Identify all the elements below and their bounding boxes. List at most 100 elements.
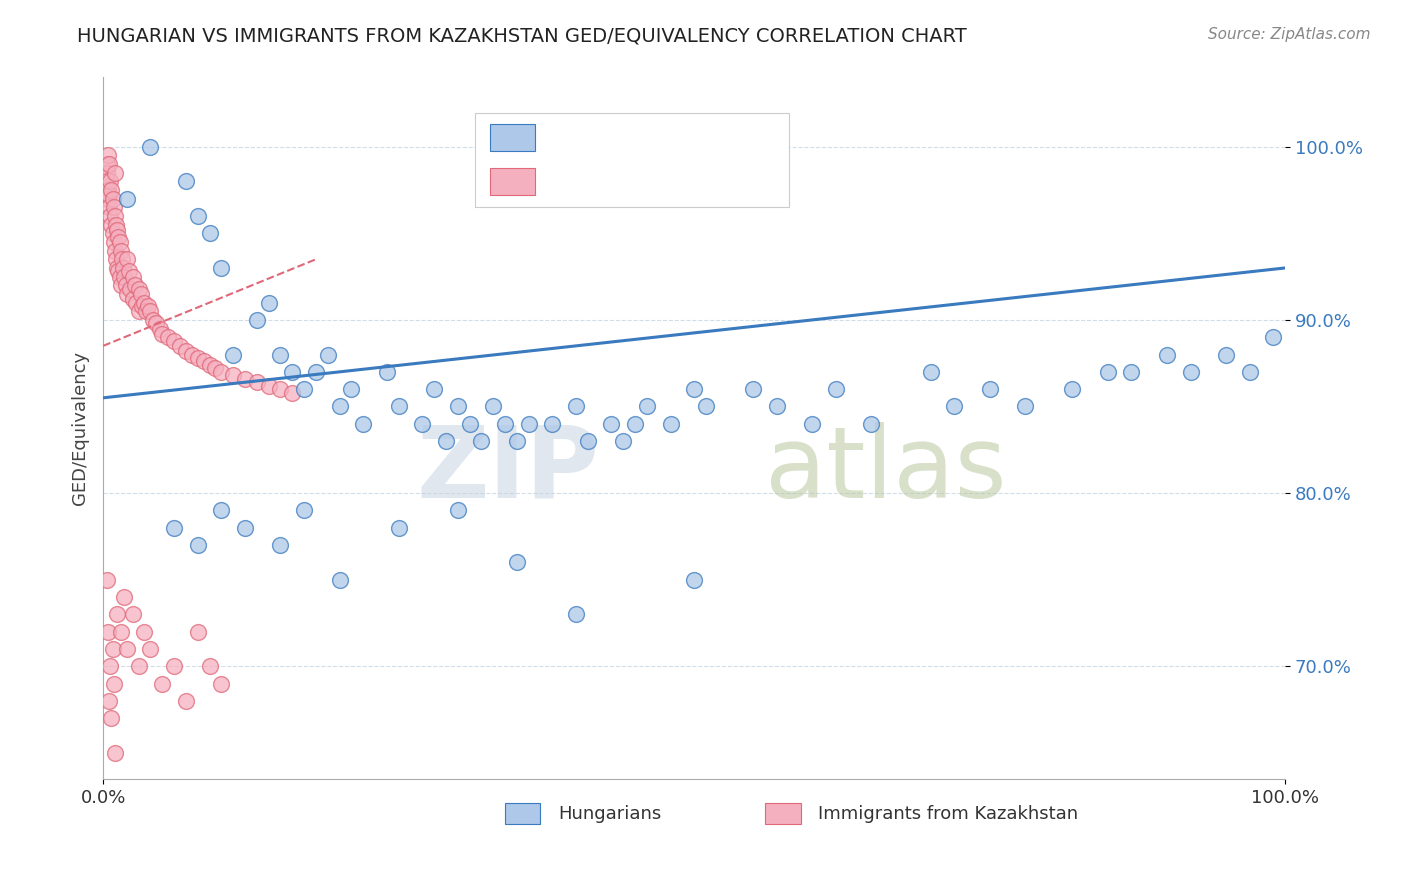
Point — [121, 269, 143, 284]
Point — [565, 607, 588, 622]
Point — [103, 235, 125, 249]
Point — [209, 676, 232, 690]
Point — [174, 174, 197, 188]
Point — [683, 573, 706, 587]
Point — [121, 607, 143, 622]
Point — [423, 382, 446, 396]
Point — [107, 264, 129, 278]
Point — [110, 624, 132, 639]
Point — [104, 746, 127, 760]
Point — [187, 209, 209, 223]
Point — [180, 347, 202, 361]
Point — [860, 417, 883, 431]
Point — [292, 503, 315, 517]
Point — [1156, 347, 1178, 361]
Point — [174, 344, 197, 359]
Point — [233, 372, 256, 386]
Point — [121, 292, 143, 306]
Point — [316, 347, 339, 361]
Point — [97, 624, 120, 639]
Point — [825, 382, 848, 396]
Point — [108, 269, 131, 284]
Point — [98, 200, 121, 214]
Point — [576, 434, 599, 449]
Point — [96, 166, 118, 180]
Point — [411, 417, 433, 431]
Point — [97, 148, 120, 162]
Point — [125, 295, 148, 310]
Point — [198, 227, 221, 241]
Point — [1215, 347, 1237, 361]
Point — [269, 382, 291, 396]
Point — [97, 192, 120, 206]
Point — [328, 573, 350, 587]
Point — [801, 417, 824, 431]
Point — [169, 339, 191, 353]
FancyBboxPatch shape — [489, 124, 534, 151]
Point — [128, 282, 150, 296]
Point — [659, 417, 682, 431]
Point — [150, 326, 173, 341]
Point — [1097, 365, 1119, 379]
Point — [187, 351, 209, 365]
Point — [107, 229, 129, 244]
Point — [766, 400, 789, 414]
Point — [139, 304, 162, 318]
FancyBboxPatch shape — [505, 804, 540, 824]
Point — [98, 209, 121, 223]
Point — [340, 382, 363, 396]
Point — [115, 642, 138, 657]
Point — [636, 400, 658, 414]
Point — [979, 382, 1001, 396]
Point — [104, 244, 127, 258]
Point — [447, 400, 470, 414]
Point — [112, 590, 135, 604]
Point — [135, 304, 157, 318]
Point — [612, 434, 634, 449]
Point — [100, 711, 122, 725]
Point — [101, 642, 124, 657]
Point — [257, 378, 280, 392]
Point — [943, 400, 966, 414]
Point — [163, 334, 186, 348]
Point — [101, 192, 124, 206]
Point — [174, 694, 197, 708]
Point — [96, 174, 118, 188]
Point — [742, 382, 765, 396]
Point — [96, 573, 118, 587]
Point — [163, 521, 186, 535]
Point — [111, 252, 134, 267]
Text: atlas: atlas — [765, 422, 1007, 519]
Point — [104, 209, 127, 223]
Point — [112, 260, 135, 275]
Point — [105, 260, 128, 275]
Point — [1062, 382, 1084, 396]
Point — [1180, 365, 1202, 379]
Point — [115, 287, 138, 301]
Point — [1239, 365, 1261, 379]
Point — [105, 223, 128, 237]
Point — [683, 382, 706, 396]
Point — [920, 365, 942, 379]
Point — [209, 260, 232, 275]
Text: N = 92: N = 92 — [681, 172, 748, 190]
Point — [187, 624, 209, 639]
Point — [115, 192, 138, 206]
Point — [541, 417, 564, 431]
Point — [209, 503, 232, 517]
Point — [98, 174, 121, 188]
Point — [506, 434, 529, 449]
Point — [470, 434, 492, 449]
Point — [1014, 400, 1036, 414]
Point — [565, 400, 588, 414]
Point — [120, 282, 142, 296]
Point — [134, 295, 156, 310]
Point — [105, 252, 128, 267]
Point — [149, 321, 172, 335]
Point — [281, 385, 304, 400]
Point — [1121, 365, 1143, 379]
Point — [198, 659, 221, 673]
Point — [128, 659, 150, 673]
Point — [269, 538, 291, 552]
Point — [281, 365, 304, 379]
